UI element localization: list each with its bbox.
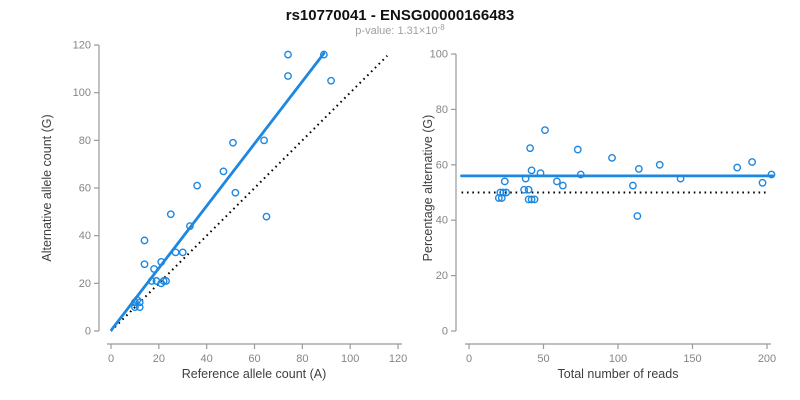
data-point [284,72,292,80]
y-axis-title: Percentage alternative (G) [421,115,435,262]
data-point [327,76,335,85]
y-tick-label: 120 [73,40,91,52]
data-point [576,170,585,179]
data-point [676,174,685,183]
data-point [159,277,168,285]
figure-title: rs10770041 - ENSG00000166483 [286,7,515,24]
data-point [135,298,144,307]
data-point [573,145,582,154]
x-tick-label: 150 [683,353,701,365]
data-point [758,178,767,187]
x-tick-label: 0 [108,353,114,365]
data-point [178,248,187,257]
y-tick-label: 40 [436,215,448,227]
data-point [497,194,506,202]
data-point [608,153,616,162]
data-point [140,260,149,269]
data-point [541,126,549,135]
p-value-text: p-value: 1.31×10 [355,25,437,37]
left-scatter-plot: 0 20 40 60 80 100 120 0 20 40 60 80 100 120 Reference … [40,40,407,381]
data-point [231,188,240,197]
x-axis-title: Reference allele count (A) [182,367,327,381]
data-point [502,188,511,197]
p-value-exponent: -8 [438,23,446,32]
regression-line [110,51,326,332]
x-tick-label: 40 [201,353,213,365]
data-point [147,277,156,285]
data-point [166,210,175,219]
data-point [633,212,642,220]
data-point [521,174,530,183]
data-point [527,195,536,204]
data-point [157,257,166,266]
data-point [634,165,643,173]
data-point [655,160,664,169]
data-point [733,163,742,172]
data-point [260,136,268,145]
data-point [219,167,228,176]
data-point [284,50,292,59]
data-point [162,277,170,285]
right-scatter-plot: 0 20 40 60 80 100 0 50 100 150 200 Total number of … [421,49,776,382]
data-point [319,50,328,59]
data-point [524,185,533,194]
data-point [558,181,567,190]
data-point [150,265,158,273]
p-value-subtitle: p-value: 1.31×10-8 [355,23,445,37]
x-tick-label: 120 [389,353,407,365]
data-point [262,212,271,221]
y-tick-label: 80 [436,104,448,116]
y-tick-label: 20 [436,270,448,282]
data-point [131,298,139,307]
data-point [133,296,142,304]
data-point [186,222,194,231]
x-tick-label: 100 [609,353,627,365]
data-point [131,303,139,312]
x-tick-label: 0 [466,353,472,365]
x-tick-label: 20 [153,353,165,365]
y-tick-label: 40 [79,230,91,242]
x-axis-title: Total number of reads [558,367,679,381]
data-point [229,138,237,147]
y-tick-label: 0 [442,326,448,338]
data-point [193,181,202,190]
y-tick-label: 100 [430,49,448,61]
x-tick-label: 200 [758,353,776,365]
data-point [629,181,637,190]
data-point [526,144,534,153]
data-point [494,194,503,202]
identity-line [110,55,388,332]
y-tick-label: 80 [79,135,91,147]
y-tick-label: 20 [79,278,91,290]
data-point [140,236,149,245]
y-tick-label: 60 [79,183,91,195]
y-tick-label: 60 [436,159,448,171]
data-point [520,185,529,194]
data-point [171,248,180,257]
data-point [767,170,776,179]
y-axis-title: Alternative allele count (G) [40,114,54,261]
data-point [135,303,144,312]
y-tick-label: 0 [85,326,91,338]
data-point [748,158,756,166]
data-point [530,195,539,204]
data-point [553,177,561,186]
x-tick-label: 60 [248,353,260,365]
data-point [536,169,545,178]
x-tick-label: 80 [296,353,308,365]
data-point [527,166,536,175]
y-tick-label: 100 [73,87,91,99]
x-tick-label: 50 [537,353,549,365]
data-point [500,177,509,186]
x-tick-label: 100 [341,353,359,365]
